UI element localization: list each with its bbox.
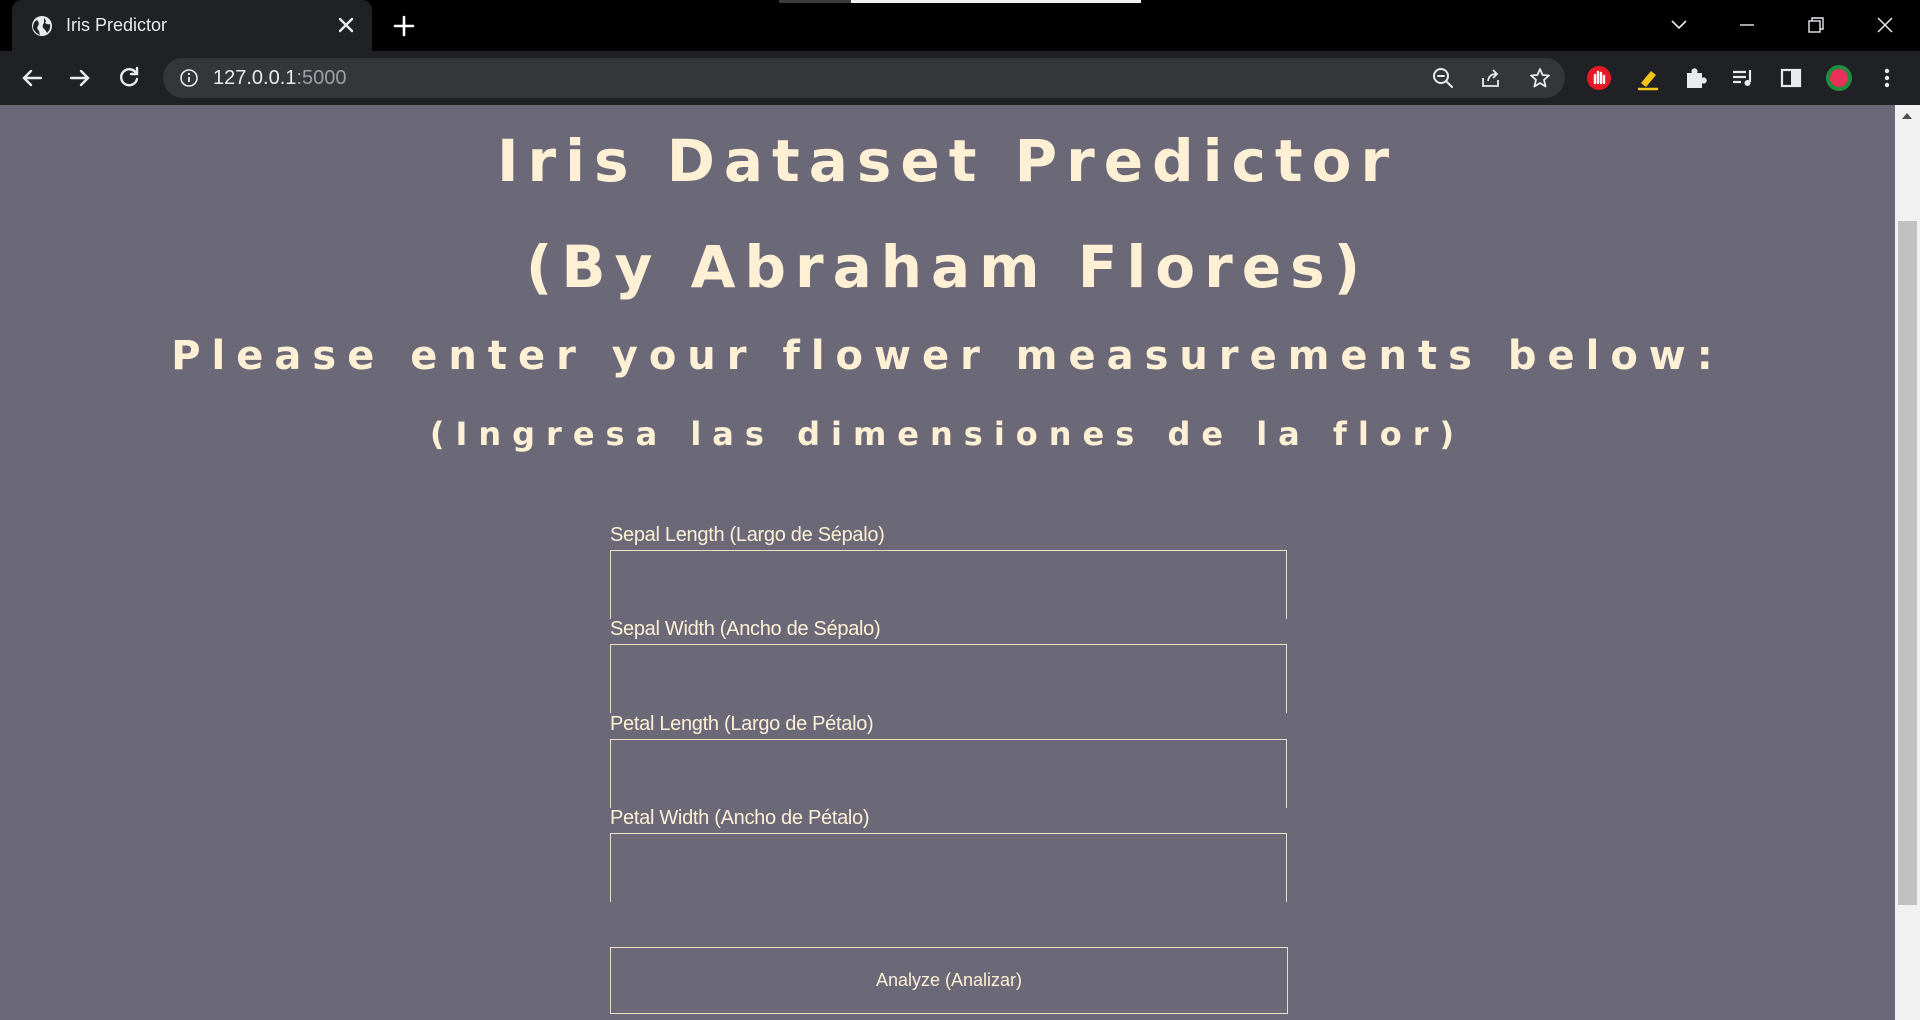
petal-width-label: Petal Width (Ancho de Pétalo) <box>610 807 870 829</box>
close-icon[interactable] <box>1870 10 1900 40</box>
petal-length-input[interactable] <box>610 739 1287 808</box>
scroll-up-arrow[interactable] <box>1902 113 1912 119</box>
url-text: 127.0.0.1:5000 <box>213 66 346 90</box>
sepal-width-input[interactable] <box>610 644 1287 713</box>
browser-tab[interactable]: Iris Predictor <box>12 0 372 51</box>
instruction-heading-es: (Ingresa las dimensiones de la flor) <box>429 415 1466 453</box>
arrow-right-icon[interactable] <box>66 64 94 92</box>
close-icon[interactable] <box>334 13 358 37</box>
chevron-down-icon[interactable] <box>1664 10 1694 40</box>
plus-icon[interactable] <box>390 12 418 40</box>
highlighter-icon[interactable] <box>1634 64 1662 92</box>
page-viewport: Iris Dataset Predictor (By Abraham Flore… <box>0 105 1895 1020</box>
zoom-out-icon[interactable] <box>1431 66 1455 90</box>
page-title: Iris Dataset Predictor <box>496 127 1399 195</box>
media-queue-icon[interactable] <box>1729 64 1757 92</box>
kebab-menu-icon[interactable] <box>1873 64 1901 92</box>
arrow-left-icon[interactable] <box>18 64 46 92</box>
globe-icon <box>32 16 52 36</box>
browser-toolbar: 127.0.0.1:5000 <box>0 51 1920 105</box>
page-scrollbar[interactable] <box>1895 105 1920 1020</box>
side-panel-icon[interactable] <box>1777 64 1805 92</box>
url-port: :5000 <box>296 67 347 89</box>
reload-icon[interactable] <box>115 64 143 92</box>
analyze-button[interactable]: Analyze (Analizar) <box>610 947 1288 1014</box>
sepal-width-label: Sepal Width (Ancho de Sépalo) <box>610 618 881 640</box>
url-host: 127.0.0.1 <box>213 67 297 89</box>
puzzle-icon[interactable] <box>1682 64 1710 92</box>
star-icon[interactable] <box>1528 66 1552 90</box>
page-author: (By Abraham Flores) <box>525 233 1370 301</box>
instruction-heading: Please enter your flower measurements be… <box>171 333 1724 379</box>
hand-stop-icon[interactable] <box>1585 64 1613 92</box>
tab-title: Iris Predictor <box>66 15 168 35</box>
restore-icon[interactable] <box>1801 10 1831 40</box>
address-bar[interactable]: 127.0.0.1:5000 <box>163 58 1565 98</box>
avatar[interactable] <box>1825 64 1853 92</box>
sepal-length-label: Sepal Length (Largo de Sépalo) <box>610 524 885 546</box>
petal-width-input[interactable] <box>610 833 1287 902</box>
info-icon[interactable] <box>179 68 199 88</box>
sepal-length-input[interactable] <box>610 550 1287 619</box>
tab-strip-indicator-fill <box>851 0 1141 3</box>
minimize-icon[interactable] <box>1732 10 1762 40</box>
scroll-thumb[interactable] <box>1898 221 1917 905</box>
share-icon[interactable] <box>1479 66 1503 90</box>
petal-length-label: Petal Length (Largo de Pétalo) <box>610 713 874 735</box>
tab-strip: Iris Predictor <box>0 0 1920 51</box>
